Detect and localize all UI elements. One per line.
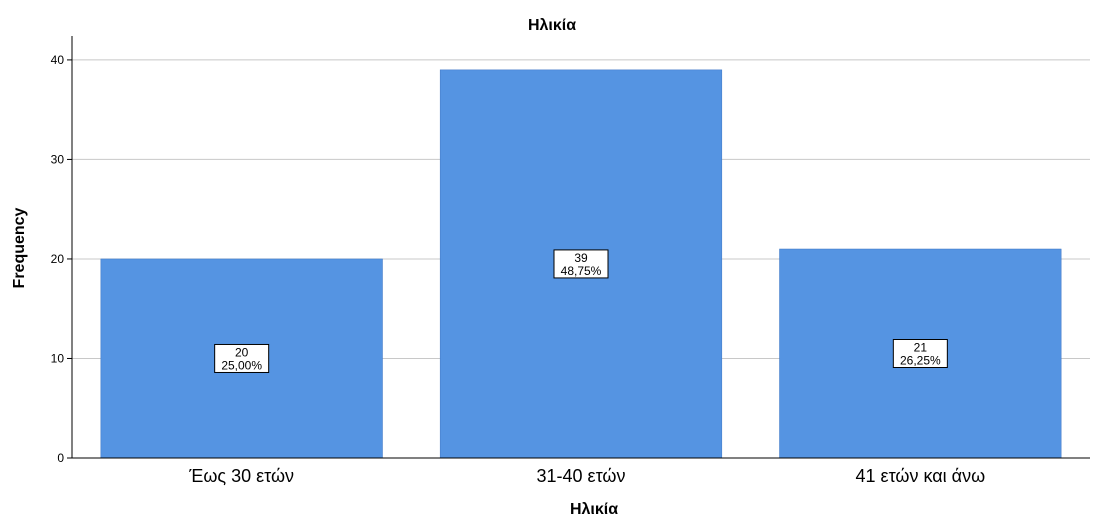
data-label-count: 39: [574, 251, 588, 265]
x-tick-label: Έως 30 ετών: [188, 466, 294, 486]
y-axis-title: Frequency: [11, 207, 28, 288]
x-tick-label: 41 ετών και άνω: [856, 466, 986, 486]
y-tick-label: 0: [57, 451, 64, 465]
y-tick-label: 20: [51, 252, 65, 266]
data-label-count: 20: [235, 345, 249, 359]
axes: 0 10 20 30 40 Έως 30 ετών 31-40 ετών 41 ετών κα…: [51, 36, 1090, 486]
data-label-percent: 48,75%: [561, 264, 602, 278]
data-label-box: [553, 249, 609, 279]
data-label-percent: 25,00%: [221, 358, 262, 372]
x-axis-title: Ηλικία: [570, 501, 618, 516]
data-label-box: [214, 343, 270, 373]
chart-title: Ηλικία: [528, 17, 576, 34]
data-label-box: [892, 339, 948, 368]
y-tick-label: 40: [51, 53, 65, 67]
data-label-percent: 26,25%: [900, 354, 941, 368]
y-tick-label: 30: [51, 152, 65, 166]
data-label-count: 21: [914, 341, 928, 355]
y-tick-label: 10: [51, 351, 65, 365]
x-tick-label: 31-40 ετών: [537, 466, 626, 486]
